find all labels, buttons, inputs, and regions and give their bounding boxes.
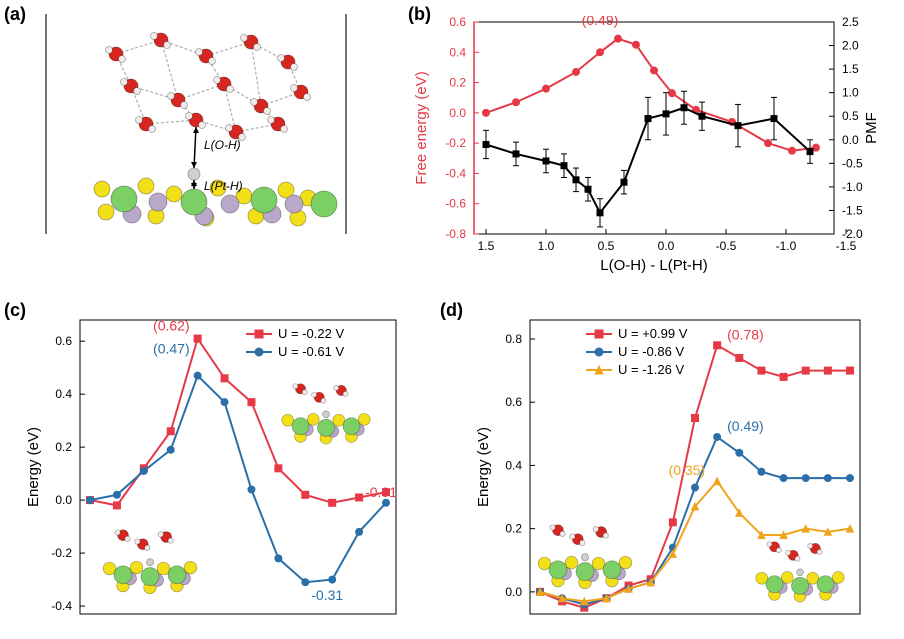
svg-text:-2.0: -2.0 bbox=[842, 227, 863, 241]
svg-text:-0.5: -0.5 bbox=[842, 156, 863, 170]
svg-text:(0.49): (0.49) bbox=[727, 418, 764, 434]
svg-text:(0.49): (0.49) bbox=[582, 16, 619, 28]
panel-c-chart: -0.4 -0.2 0.0 0.2 0.4 0.6 (0.62) (0.47) -0.01 -0.… bbox=[22, 314, 406, 634]
svg-text:0.2: 0.2 bbox=[55, 440, 72, 454]
svg-text:0.0: 0.0 bbox=[449, 106, 466, 120]
svg-text:1.5: 1.5 bbox=[842, 62, 859, 76]
figure-root: (a) (b) (c) (d) L(O-H)L(Pt-H) 1.51.00.50… bbox=[0, 0, 904, 639]
svg-text:0.8: 0.8 bbox=[505, 332, 522, 346]
svg-text:-0.5: -0.5 bbox=[716, 239, 737, 253]
svg-text:(0.35): (0.35) bbox=[669, 462, 706, 478]
svg-text:0.6: 0.6 bbox=[505, 395, 522, 409]
svg-text:U = -0.22 V: U = -0.22 V bbox=[278, 326, 344, 341]
panel-a-structure: L(O-H) L(Pt-H) bbox=[36, 4, 356, 244]
svg-text:U = -0.61 V: U = -0.61 V bbox=[278, 344, 344, 359]
svg-text:-0.31: -0.31 bbox=[311, 587, 343, 603]
svg-text:-1.0: -1.0 bbox=[842, 180, 863, 194]
svg-text:0.0: 0.0 bbox=[842, 133, 859, 147]
svg-text:2.5: 2.5 bbox=[842, 16, 859, 29]
svg-text:0.2: 0.2 bbox=[449, 76, 466, 90]
svg-text:0.4: 0.4 bbox=[449, 45, 466, 59]
svg-text:(0.47): (0.47) bbox=[153, 341, 190, 357]
svg-text:0.0: 0.0 bbox=[505, 585, 522, 599]
svg-text:-1.0: -1.0 bbox=[776, 239, 797, 253]
svg-text:2.0: 2.0 bbox=[842, 39, 859, 53]
svg-text:0.6: 0.6 bbox=[449, 16, 466, 29]
svg-text:0.6: 0.6 bbox=[55, 334, 72, 348]
panel-d-label: (d) bbox=[440, 300, 463, 321]
svg-text:-0.4: -0.4 bbox=[445, 166, 466, 180]
svg-text:0.0: 0.0 bbox=[55, 493, 72, 507]
svg-text:L(O-H) - L(Pt-H): L(O-H) - L(Pt-H) bbox=[600, 257, 708, 274]
svg-text:0.2: 0.2 bbox=[505, 522, 522, 536]
svg-text:-0.4: -0.4 bbox=[51, 599, 72, 613]
svg-text:-0.2: -0.2 bbox=[51, 546, 72, 560]
svg-text:-0.6: -0.6 bbox=[445, 197, 466, 211]
svg-text:-1.5: -1.5 bbox=[842, 203, 863, 217]
svg-text:Energy (eV): Energy (eV) bbox=[475, 427, 492, 507]
svg-text:0.0: 0.0 bbox=[658, 239, 675, 253]
svg-text:Energy (eV): Energy (eV) bbox=[25, 427, 42, 507]
svg-text:-1.5: -1.5 bbox=[836, 239, 857, 253]
svg-text:-0.2: -0.2 bbox=[445, 136, 466, 150]
svg-text:Free energy (eV): Free energy (eV) bbox=[413, 71, 430, 184]
svg-text:1.0: 1.0 bbox=[842, 86, 859, 100]
svg-text:-0.01: -0.01 bbox=[365, 484, 397, 500]
svg-text:1.0: 1.0 bbox=[538, 239, 555, 253]
svg-text:L(Pt-H): L(Pt-H) bbox=[204, 179, 243, 193]
panel-a-label: (a) bbox=[4, 4, 26, 25]
panel-d-chart: 0.0 0.2 0.4 0.6 0.8 (0.78) (0.49) (0.35) U = +0.… bbox=[472, 314, 870, 634]
svg-text:0.4: 0.4 bbox=[505, 458, 522, 472]
svg-text:U = +0.99 V: U = +0.99 V bbox=[618, 326, 688, 341]
svg-text:0.5: 0.5 bbox=[598, 239, 615, 253]
svg-text:(0.62): (0.62) bbox=[153, 318, 190, 334]
svg-text:U = -1.26 V: U = -1.26 V bbox=[618, 362, 684, 377]
svg-text:0.5: 0.5 bbox=[842, 109, 859, 123]
svg-text:0.4: 0.4 bbox=[55, 387, 72, 401]
svg-text:U = -0.86 V: U = -0.86 V bbox=[618, 344, 684, 359]
svg-text:1.5: 1.5 bbox=[478, 239, 495, 253]
svg-text:(0.78): (0.78) bbox=[727, 326, 764, 342]
svg-text:-0.8: -0.8 bbox=[445, 227, 466, 241]
svg-text:L(O-H): L(O-H) bbox=[204, 138, 241, 152]
svg-text:PMF: PMF bbox=[863, 112, 880, 144]
panel-b-chart: 1.5 1.0 0.5 0.0 -0.5 -1.0 -1.5 L(O-H) - L(Pt-H)… bbox=[410, 16, 888, 276]
